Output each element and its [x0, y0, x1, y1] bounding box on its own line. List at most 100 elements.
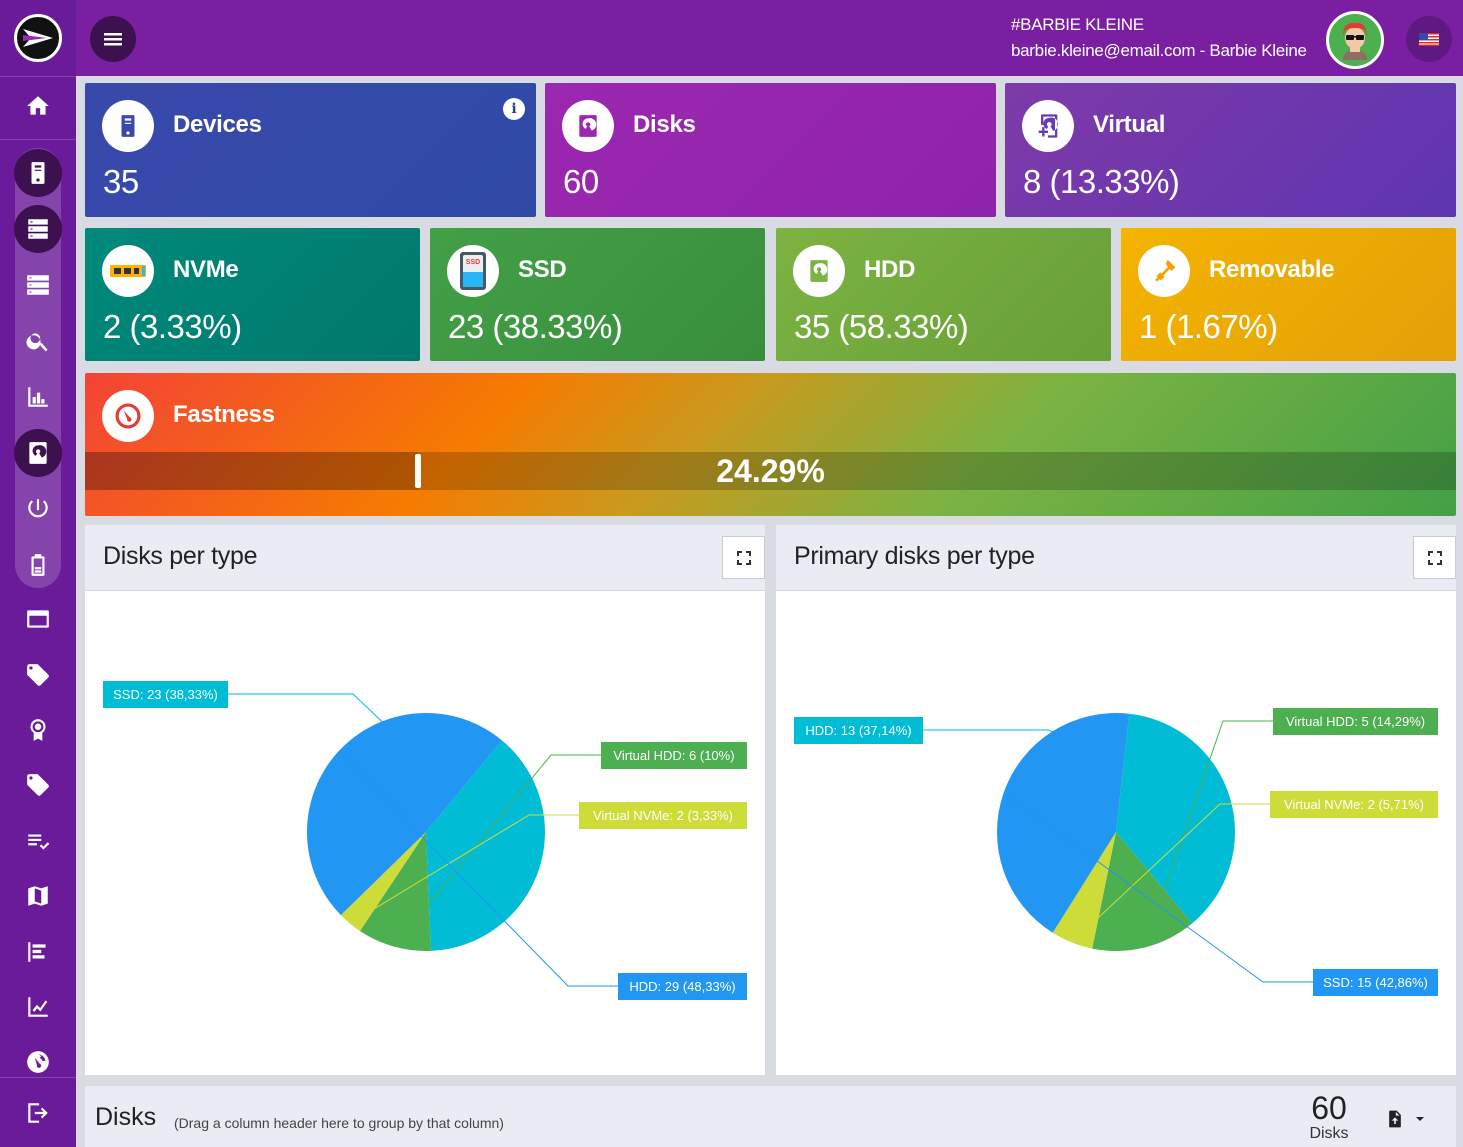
home-icon — [27, 96, 49, 115]
pie-slice[interactable] — [997, 713, 1130, 933]
panel-title: Primary disks per type — [794, 542, 1035, 570]
data-label-box — [1270, 791, 1438, 818]
data-label: Virtual NVMe: 2 (3,33%) — [593, 808, 733, 823]
card-title: Removable — [1209, 256, 1335, 283]
server-icon — [28, 219, 48, 239]
data-label: Virtual HDD: 6 (10%) — [613, 748, 734, 763]
primary-disks-per-type-panel: Primary disks per type HDD: 13 (37,14%) V… — [776, 525, 1456, 1075]
virtual-card[interactable]: Virtual 8 (13.33%) — [1005, 83, 1456, 217]
disks-grid-header: Disks (Drag a column header here to grou… — [85, 1086, 1456, 1147]
sidebar-item-performance[interactable] — [13, 1037, 63, 1087]
nvme-card[interactable]: NVMe 2 (3.33%) — [85, 228, 420, 361]
data-label-box — [618, 973, 747, 1000]
speedometer-icon — [102, 390, 154, 442]
data-label: SSD: 15 (42,86%) — [1323, 975, 1428, 990]
data-label-box — [601, 742, 747, 769]
award-icon — [30, 719, 46, 741]
pie-chart: HDD: 13 (37,14%) Virtual HDD: 5 (14,29%) V… — [794, 708, 1438, 996]
usb-icon — [1138, 245, 1190, 297]
devices-card[interactable]: Devices 35 i — [85, 83, 536, 217]
hdd-icon — [793, 245, 845, 297]
file-export-icon — [1389, 1110, 1401, 1128]
pie-slice[interactable] — [359, 832, 431, 951]
fastness-value: 24.29% — [716, 453, 825, 489]
data-label-box — [794, 717, 923, 744]
panel-title: Disks per type — [103, 542, 258, 570]
sidebar-item-labels[interactable] — [13, 760, 63, 810]
info-icon[interactable]: i — [503, 98, 525, 120]
data-label: SSD: 23 (38,33%) — [113, 687, 218, 702]
speedometer-icon — [27, 1051, 49, 1073]
disk-icon — [29, 442, 47, 464]
fastness-progress-bar: 24.29% — [85, 452, 1456, 490]
search-icon — [26, 333, 48, 352]
pie-slice[interactable] — [340, 832, 426, 932]
timeline-icon — [28, 942, 46, 962]
sidebar-item-servers[interactable] — [13, 204, 63, 254]
sidebar-item-home[interactable] — [13, 81, 63, 131]
fullscreen-icon — [736, 550, 751, 565]
sidebar-item-battery[interactable] — [13, 540, 63, 590]
hamburger-menu-button[interactable] — [90, 16, 136, 62]
bar-chart-icon — [28, 387, 48, 407]
sidebar-item-search[interactable] — [13, 316, 63, 366]
data-label-box — [1273, 708, 1438, 735]
leader-line — [1144, 720, 1273, 948]
pie-slice[interactable] — [1052, 832, 1116, 949]
app-logo[interactable] — [14, 14, 62, 62]
ssd-card[interactable]: SSD SSD 23 (38.33%) — [430, 228, 765, 361]
virtual-disk-icon — [1022, 100, 1074, 152]
fastness-card[interactable]: Fastness 24.29% — [85, 373, 1456, 516]
data-label-box — [579, 802, 747, 829]
us-flag-icon — [1419, 32, 1439, 46]
top-header: #BARBIE KLEINE barbie.kleine@email.com -… — [76, 0, 1463, 76]
pie-slice[interactable] — [426, 740, 546, 951]
chevron-down-icon — [1416, 1117, 1424, 1121]
leader-line — [349, 814, 579, 924]
sidebar-item-timeline[interactable] — [13, 927, 63, 977]
sidebar-item-trends[interactable] — [13, 982, 63, 1032]
export-button[interactable] — [1385, 1106, 1429, 1132]
device-icon — [31, 162, 45, 184]
card-title: Virtual — [1093, 111, 1166, 138]
avatar[interactable] — [1326, 11, 1384, 69]
sidebar-item-map[interactable] — [13, 871, 63, 921]
disk-icon — [562, 100, 614, 152]
card-value: 35 — [103, 163, 139, 200]
leader-line — [923, 729, 1231, 799]
pie-slice[interactable] — [1092, 832, 1193, 951]
card-title: SSD — [518, 256, 567, 283]
sidebar-item-awards[interactable] — [13, 705, 63, 755]
sidebar-item-tags[interactable] — [13, 650, 63, 700]
tag-icon — [27, 664, 49, 686]
sidebar-item-devices[interactable] — [13, 148, 63, 198]
sidebar-item-window[interactable] — [13, 594, 63, 644]
sidebar-item-disks[interactable] — [13, 428, 63, 478]
card-value: 8 (13.33%) — [1023, 163, 1180, 200]
card-value: 2 (3.33%) — [103, 308, 242, 345]
leader-line — [338, 750, 618, 987]
expand-button[interactable] — [722, 536, 765, 579]
language-button[interactable] — [1406, 16, 1452, 62]
expand-button[interactable] — [1413, 536, 1456, 579]
card-value: 60 — [563, 163, 599, 200]
hdd-card[interactable]: HDD 35 (58.33%) — [776, 228, 1111, 361]
data-label-box — [1313, 969, 1438, 996]
power-icon — [28, 499, 48, 518]
checklist-icon — [28, 834, 50, 850]
sidebar-item-stats[interactable] — [13, 372, 63, 422]
disks-card[interactable]: Disks 60 — [545, 83, 996, 217]
pie-slice[interactable] — [307, 713, 503, 916]
user-email-name[interactable]: barbie.kleine@email.com - Barbie Kleine — [1011, 41, 1307, 60]
sidebar-item-power[interactable] — [13, 484, 63, 534]
sidebar-item-logout[interactable] — [13, 1088, 63, 1138]
removable-card[interactable]: Removable 1 (1.67%) — [1121, 228, 1456, 361]
sidebar-item-server-list[interactable] — [13, 260, 63, 310]
battery-icon — [31, 554, 45, 576]
sidebar-item-checklist[interactable] — [13, 816, 63, 866]
leader-line — [228, 693, 540, 871]
group-by-hint[interactable]: (Drag a column header here to group by t… — [174, 1115, 504, 1131]
card-value: 23 (38.33%) — [448, 308, 623, 345]
leader-line — [393, 754, 601, 947]
data-label: HDD: 29 (48,33%) — [629, 979, 735, 994]
